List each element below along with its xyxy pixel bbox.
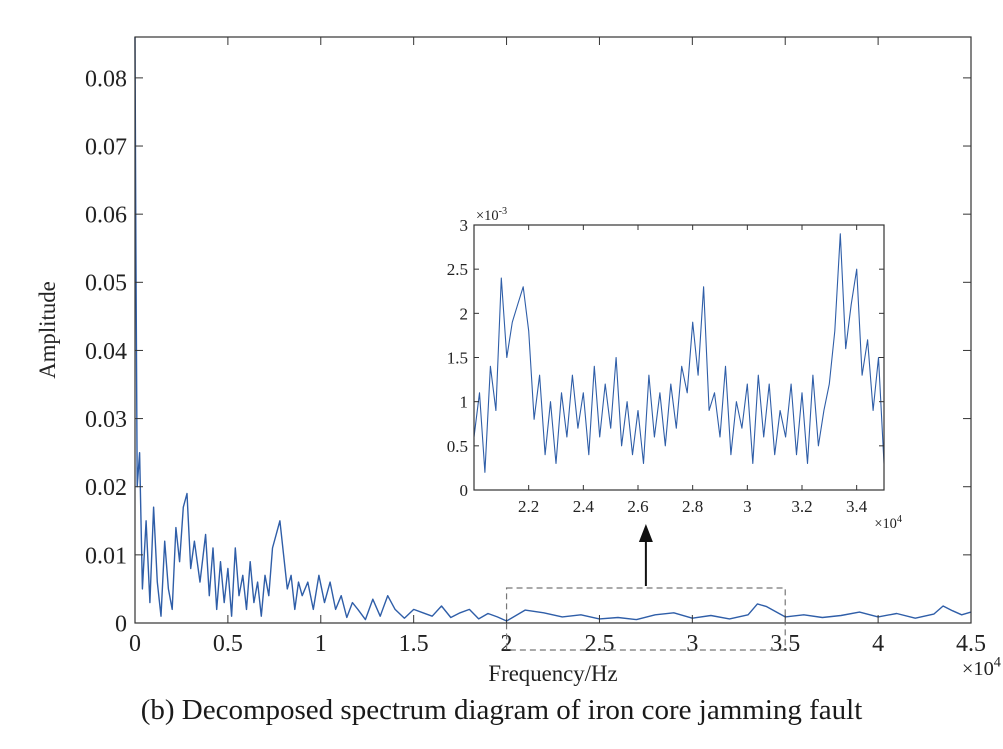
inset-x-tick-label: 3.2 bbox=[791, 497, 812, 516]
main-y-tick-label: 0.04 bbox=[85, 339, 127, 365]
main-series-line bbox=[134, 36, 972, 622]
inset-y-multiplier-base: ×10 bbox=[476, 208, 499, 224]
main-x-multiplier-exp: 4 bbox=[994, 655, 1001, 671]
main-x-tick-label: 4.5 bbox=[956, 631, 986, 657]
main-y-tick-label: 0.03 bbox=[85, 407, 127, 433]
inset-y-tick-label: 1 bbox=[460, 393, 469, 412]
inset-y-tick-label: 2 bbox=[460, 304, 469, 323]
inset-x-multiplier-exp: 4 bbox=[897, 514, 902, 525]
main-x-tick-label: 4 bbox=[872, 631, 884, 657]
inset-x-tick-label: 2.8 bbox=[682, 497, 703, 516]
inset-y-tick-label: 2.5 bbox=[447, 260, 468, 279]
inset-x-tick-label: 2.6 bbox=[627, 497, 648, 516]
main-x-tick-label: 1.5 bbox=[399, 631, 429, 657]
inset-x-tick-label: 2.4 bbox=[573, 497, 595, 516]
main-y-tick-label: 0.07 bbox=[85, 134, 127, 160]
main-y-tick-label: 0.05 bbox=[85, 271, 127, 297]
inset-x-tick-label: 3.4 bbox=[846, 497, 868, 516]
main-y-tick-label: 0.01 bbox=[85, 543, 127, 569]
main-x-multiplier: ×104 bbox=[962, 655, 1001, 680]
main-y-axis-label: Amplitude bbox=[35, 281, 60, 379]
figure-caption: (b) Decomposed spectrum diagram of iron … bbox=[140, 694, 863, 726]
main-y-tick-label: 0 bbox=[115, 611, 127, 637]
inset-y-multiplier: ×10-3 bbox=[476, 206, 507, 224]
main-x-tick-label: 2.5 bbox=[584, 631, 614, 657]
zoom-arrow-head bbox=[638, 524, 653, 542]
main-y-tick-label: 0.08 bbox=[85, 66, 127, 92]
inset-y-multiplier-exp: -3 bbox=[499, 206, 508, 217]
inset-y-tick-label: 1.5 bbox=[447, 348, 468, 367]
main-x-axis-label: Frequency/Hz bbox=[488, 661, 617, 686]
inset-y-tick-label: 3 bbox=[460, 216, 469, 235]
inset-x-tick-label: 3 bbox=[743, 497, 752, 516]
inset-x-multiplier: ×104 bbox=[874, 514, 902, 532]
main-y-tick-label: 0.06 bbox=[85, 203, 127, 229]
main-x-tick-label: 3 bbox=[686, 631, 698, 657]
main-axes-frame bbox=[134, 36, 972, 624]
inset-y-tick-label: 0.5 bbox=[447, 437, 468, 456]
inset-x-tick-label: 2.2 bbox=[518, 497, 539, 516]
inset-y-tick-label: 0 bbox=[460, 481, 469, 500]
zoom-indicator bbox=[505, 524, 786, 651]
inset-plot-background bbox=[474, 225, 884, 490]
zoom-region-box bbox=[505, 587, 786, 651]
main-x-tick-label: 0 bbox=[129, 631, 141, 657]
main-y-tick-label: 0.02 bbox=[85, 475, 127, 501]
main-x-multiplier-base: ×10 bbox=[962, 658, 994, 680]
main-x-tick-label: 0.5 bbox=[213, 631, 243, 657]
inset-x-multiplier-base: ×10 bbox=[874, 516, 897, 532]
inset-plot: 2.2 2.4 2.6 2.8 3 3.2 3.400.511.522.53×104×10-… bbox=[447, 206, 902, 532]
inset-series-line bbox=[473, 233, 885, 473]
main-x-tick-label: 1 bbox=[315, 631, 327, 657]
